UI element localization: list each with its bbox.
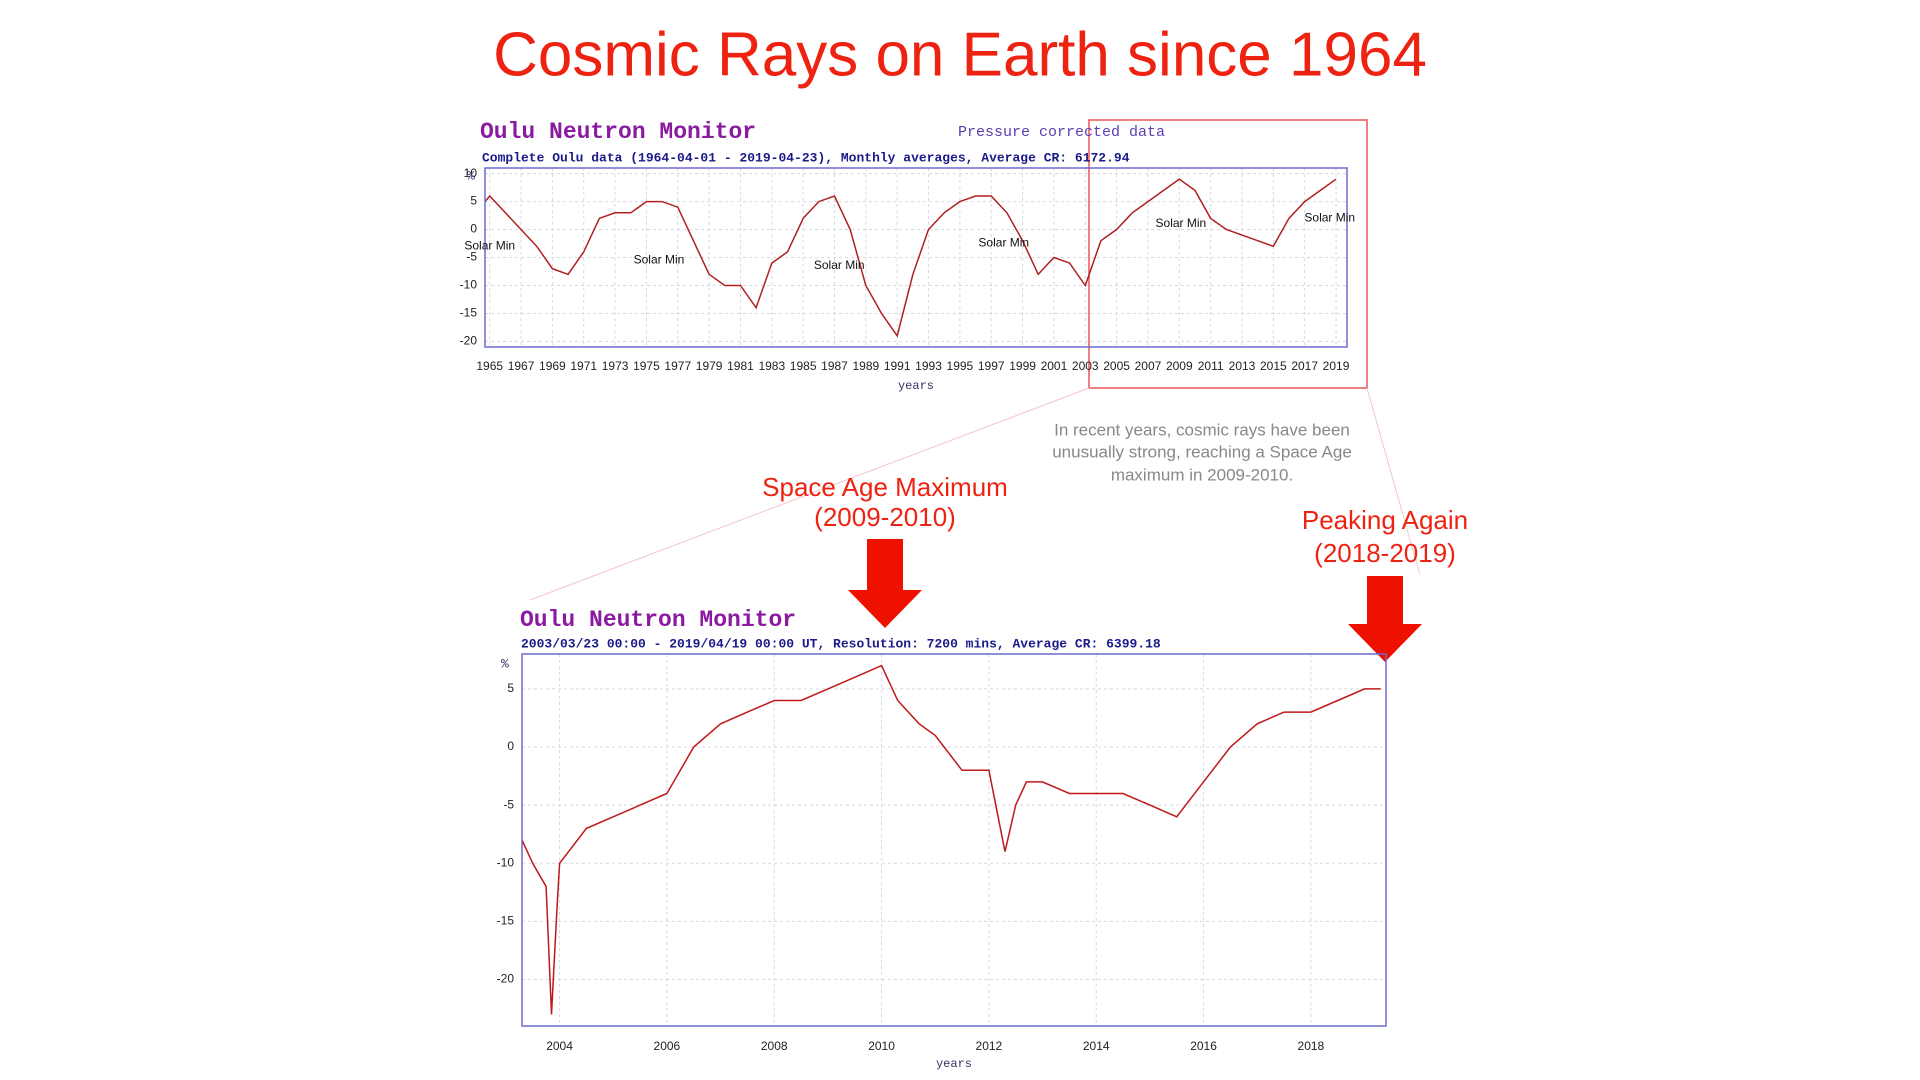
highlight-box — [1088, 119, 1368, 389]
y-tick-label: 0 — [470, 222, 477, 236]
x-tick-label: 1995 — [947, 359, 974, 373]
y-tick-label: -20 — [460, 334, 478, 348]
y-tick-label: 5 — [507, 681, 514, 695]
x-tick-label: 2011 — [1198, 359, 1224, 373]
plot-frame — [521, 653, 1387, 1027]
chart-label: Pressure corrected data — [958, 124, 1165, 141]
x-tick-label: 2019 — [1323, 359, 1350, 373]
callout-text: Space Age Maximum — [762, 472, 1008, 502]
x-tick-label: 2013 — [1229, 359, 1256, 373]
x-tick-label: 1987 — [821, 359, 848, 373]
x-tick-label: 2017 — [1291, 359, 1318, 373]
y-tick-label: -10 — [497, 855, 515, 869]
callout-text: Peaking Again — [1302, 505, 1468, 535]
annotation: Solar Min — [978, 236, 1029, 250]
data-line — [521, 664, 1381, 1015]
chart: Oulu Neutron Monitor 2003/03/23 00:00 - 2… — [497, 607, 1387, 1071]
annotation: Solar Min — [1304, 211, 1355, 225]
annotation: Solar Min — [464, 238, 515, 252]
x-tick-label: 1969 — [539, 359, 566, 373]
x-tick-label: 1989 — [852, 359, 879, 373]
x-tick-label: 1975 — [633, 359, 660, 373]
y-tick-label: 5 — [470, 194, 477, 208]
x-tick-label: 1991 — [884, 359, 911, 373]
x-tick-label: 1967 — [508, 359, 535, 373]
callout-text: (2018-2019) — [1314, 538, 1456, 568]
x-tick-label: 2008 — [761, 1039, 788, 1053]
callout: Peaking Again (2018-2019) — [1302, 505, 1468, 662]
y-axis-label: % — [501, 656, 509, 671]
x-tick-label: 1979 — [696, 359, 723, 373]
x-tick-label: 2004 — [546, 1039, 573, 1053]
data-line — [484, 178, 1337, 338]
x-tick-label: 2006 — [654, 1039, 681, 1053]
zoom-line — [1366, 387, 1421, 576]
arrow — [1348, 576, 1422, 662]
chart: Oulu Neutron Monitor Pressure corrected d… — [460, 119, 1355, 393]
annotation: Solar Min — [814, 258, 865, 272]
x-tick-label: 2005 — [1103, 359, 1130, 373]
callout-text: (2009-2010) — [814, 502, 956, 532]
annotation: Solar Min — [1156, 216, 1207, 230]
y-tick-label: -15 — [460, 306, 478, 320]
x-tick-label: 2016 — [1190, 1039, 1217, 1053]
x-tick-label: 2018 — [1298, 1039, 1325, 1053]
x-axis-label: years — [898, 379, 934, 393]
note-line: maximum in 2009-2010. — [1111, 465, 1293, 484]
x-tick-label: 1993 — [915, 359, 942, 373]
note-line: unusually strong, reaching a Space Age — [1052, 442, 1352, 461]
x-tick-label: 1977 — [664, 359, 691, 373]
y-axis-label: % — [467, 168, 475, 183]
chart-title: Oulu Neutron Monitor — [520, 607, 796, 633]
x-tick-label: 2015 — [1260, 359, 1287, 373]
y-tick-label: -5 — [466, 250, 477, 264]
chart-subtitle: Complete Oulu data (1964-04-01 - 2019-04… — [482, 150, 1130, 165]
x-tick-label: 2007 — [1135, 359, 1162, 373]
x-tick-label: 1999 — [1009, 359, 1036, 373]
arrow — [848, 539, 922, 628]
zoom-frame — [529, 119, 1421, 601]
x-tick-label: 2014 — [1083, 1039, 1110, 1053]
x-tick-label: 1983 — [758, 359, 785, 373]
x-tick-label: 1965 — [476, 359, 503, 373]
x-tick-label: 1973 — [602, 359, 629, 373]
x-tick-label: 2012 — [976, 1039, 1003, 1053]
x-tick-label: 2001 — [1041, 359, 1068, 373]
y-tick-label: -10 — [460, 278, 478, 292]
y-tick-label: -5 — [503, 797, 514, 811]
chart-subtitle: 2003/03/23 00:00 - 2019/04/19 00:00 UT, … — [521, 636, 1161, 651]
x-tick-label: 2009 — [1166, 359, 1193, 373]
note-line: In recent years, cosmic rays have been — [1054, 420, 1350, 439]
note: In recent years, cosmic rays have been u… — [1052, 420, 1352, 484]
y-tick-label: -15 — [497, 914, 515, 928]
callout: Space Age Maximum (2009-2010) — [762, 472, 1008, 628]
y-tick-label: -20 — [497, 972, 515, 986]
x-tick-label: 1971 — [570, 359, 597, 373]
zoom-line — [529, 387, 1090, 601]
x-tick-label: 1985 — [790, 359, 817, 373]
x-axis-label: years — [936, 1057, 972, 1071]
y-tick-label: 0 — [507, 739, 514, 753]
chart-title: Oulu Neutron Monitor — [480, 119, 756, 145]
x-tick-label: 1997 — [978, 359, 1005, 373]
x-tick-label: 1981 — [727, 359, 754, 373]
annotation: Solar Min — [634, 252, 685, 266]
x-tick-label: 2003 — [1072, 359, 1099, 373]
y-tick-label: 10 — [464, 166, 478, 180]
x-tick-label: 2010 — [868, 1039, 895, 1053]
slide-title: Cosmic Rays on Earth since 1964 — [493, 20, 1427, 89]
plot-frame — [484, 167, 1348, 348]
